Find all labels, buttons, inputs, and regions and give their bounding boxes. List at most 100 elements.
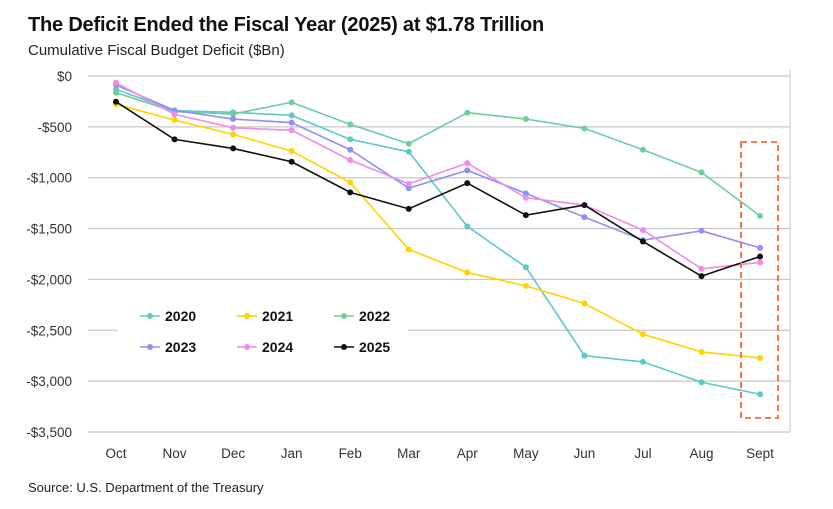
y-tick-label: -$3,500 [26,425,72,440]
y-tick-label: -$500 [37,120,72,135]
data-point-2021 [639,331,646,338]
data-point-2020 [639,358,646,365]
legend-marker-2020 [147,313,153,319]
legend-label-2025: 2025 [359,339,390,355]
data-point-2021 [581,300,588,307]
highlight-box [740,141,779,419]
data-point-2020 [522,264,529,271]
series-line-2023 [115,84,761,249]
y-tick-label: -$1,500 [26,222,72,237]
series-line-2021 [115,103,761,359]
data-point-2021 [347,179,354,186]
data-point-2025 [698,273,705,280]
data-point-2022 [113,89,119,96]
data-point-2022 [405,140,412,147]
data-point-2020 [405,148,412,155]
data-point-2023 [522,190,529,197]
legend-marker-2022 [341,313,347,319]
data-point-2022 [581,125,588,132]
data-point-2024 [464,160,471,167]
data-point-2024 [171,111,178,118]
data-point-2025 [347,189,354,196]
data-point-2023 [230,116,237,123]
x-tick-label: Aug [689,446,713,461]
data-point-2022 [639,146,646,153]
legend-label-2020: 2020 [165,308,196,324]
y-tick-label: -$2,500 [26,323,72,338]
data-point-2023 [757,244,764,251]
legend-label-2023: 2023 [165,339,196,355]
data-point-2025 [288,158,295,165]
legend-marker-2025 [341,344,347,350]
data-point-2021 [171,117,178,124]
data-point-2022 [698,169,705,176]
data-point-2022 [757,212,764,219]
data-point-2025 [581,202,588,209]
data-point-2024 [288,127,295,134]
data-point-2021 [464,269,471,276]
x-tick-label: Sept [746,446,774,461]
legend-marker-2023 [147,344,153,350]
data-point-2020 [757,391,764,398]
x-tick-label: Feb [339,446,362,461]
data-point-2022 [230,111,237,118]
data-point-2022 [464,109,471,116]
data-point-2024 [698,265,705,272]
y-tick-label: -$2,000 [26,272,72,287]
legend-marker-2021 [244,313,250,319]
y-tick-label: -$1,000 [26,171,72,186]
data-point-2024 [757,259,764,266]
data-point-2020 [464,223,471,230]
x-tick-label: Mar [397,446,421,461]
y-tick-label: $0 [57,69,72,84]
chart-subtitle: Cumulative Fiscal Budget Deficit ($Bn) [28,42,285,59]
series-line-2025 [115,101,761,278]
data-point-2024 [230,124,237,131]
x-tick-label: Jul [634,446,651,461]
series-line-2022 [115,91,761,217]
chart-title: The Deficit Ended the Fiscal Year (2025)… [28,14,545,36]
series-line-2020 [115,88,761,396]
data-point-2022 [288,99,295,106]
x-tick-label: May [513,446,539,461]
legend-background [118,300,408,364]
series-line-2024 [115,82,761,270]
data-point-2023 [698,227,705,234]
data-point-2024 [347,157,354,164]
data-point-2021 [757,354,764,361]
source-note: Source: U.S. Department of the Treasury [28,480,264,495]
data-point-2024 [522,194,529,201]
data-point-2022 [347,121,354,128]
legend-label-2024: 2024 [262,339,293,355]
data-point-2024 [639,227,646,234]
data-point-2024 [113,79,119,86]
data-point-2023 [581,214,588,221]
data-point-2025 [230,145,237,152]
data-point-2025 [757,253,764,260]
data-point-2021 [288,148,295,155]
data-point-2024 [405,180,412,187]
data-point-2022 [522,116,529,123]
x-tick-label: Jun [574,446,596,461]
data-point-2025 [639,238,646,245]
data-point-2020 [581,352,588,359]
data-point-2021 [522,282,529,289]
x-tick-label: Jan [281,446,303,461]
y-tick-label: -$3,000 [26,374,72,389]
x-tick-label: Apr [457,446,479,461]
data-point-2021 [230,131,237,138]
legend-marker-2024 [244,344,250,350]
data-point-2025 [405,205,412,212]
data-point-2023 [288,119,295,126]
x-tick-label: Dec [221,446,245,461]
data-point-2020 [698,379,705,386]
data-point-2023 [347,146,354,153]
data-point-2021 [698,348,705,355]
data-point-2025 [522,212,529,219]
data-point-2021 [405,246,412,253]
data-point-2020 [347,136,354,143]
data-point-2025 [113,98,119,105]
x-tick-label: Nov [163,446,187,461]
